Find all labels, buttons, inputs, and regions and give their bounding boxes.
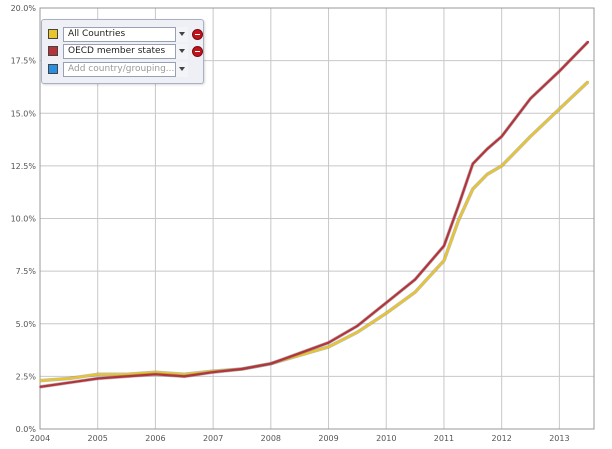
y-tick-label: 12.5% bbox=[11, 162, 37, 171]
legend-label-all-countries: All Countries bbox=[68, 29, 126, 39]
data-point bbox=[529, 97, 532, 100]
remove-icon[interactable] bbox=[192, 29, 203, 40]
data-point bbox=[298, 352, 301, 355]
legend-label-oecd: OECD member states bbox=[68, 46, 166, 56]
x-tick-label: 2004 bbox=[30, 434, 50, 443]
chevron-down-icon[interactable] bbox=[175, 27, 188, 42]
chevron-down-icon[interactable] bbox=[175, 62, 188, 77]
data-point bbox=[183, 373, 186, 376]
data-point bbox=[500, 135, 503, 138]
x-tick-label: 2006 bbox=[145, 434, 165, 443]
data-point bbox=[500, 165, 503, 167]
data-point bbox=[298, 354, 301, 357]
data-point bbox=[472, 188, 474, 190]
data-point bbox=[154, 371, 157, 373]
data-point bbox=[443, 245, 445, 247]
data-point bbox=[68, 381, 70, 384]
data-point bbox=[457, 205, 460, 207]
data-point bbox=[39, 386, 41, 388]
y-tick-label: 17.5% bbox=[11, 57, 37, 66]
x-tick-label: 2007 bbox=[203, 434, 223, 443]
x-tick-label: 2010 bbox=[376, 434, 396, 443]
y-tick-label: 0.0% bbox=[16, 425, 37, 434]
data-point bbox=[212, 371, 214, 373]
add-country-placeholder: Add country/grouping... bbox=[68, 64, 175, 74]
data-point bbox=[558, 108, 561, 110]
y-tick-label: 10.0% bbox=[11, 215, 37, 224]
data-point bbox=[125, 375, 128, 378]
data-point bbox=[558, 70, 561, 72]
legend-swatch-oecd[interactable] bbox=[48, 46, 58, 56]
y-tick-label: 2.5% bbox=[16, 372, 37, 381]
add-country-input[interactable]: Add country/grouping... bbox=[63, 62, 188, 77]
series-line-1 bbox=[39, 40, 589, 388]
data-point bbox=[241, 368, 243, 370]
x-tick-label: 2012 bbox=[491, 434, 511, 443]
legend-panel: All Countries OECD member states Add cou… bbox=[41, 19, 204, 84]
x-tick-label: 2011 bbox=[434, 434, 454, 443]
country-select-oecd[interactable]: OECD member states bbox=[63, 44, 188, 59]
data-point bbox=[356, 331, 359, 333]
x-tick-label: 2005 bbox=[88, 434, 108, 443]
x-tick-label: 2008 bbox=[261, 434, 281, 443]
x-tick-label: 2013 bbox=[549, 434, 569, 443]
data-point bbox=[327, 346, 330, 348]
data-point bbox=[96, 377, 99, 380]
y-tick-label: 15.0% bbox=[11, 109, 37, 118]
series-layer bbox=[39, 40, 590, 389]
y-tick-label: 20.0% bbox=[11, 4, 37, 13]
data-point bbox=[529, 135, 532, 138]
data-point bbox=[356, 325, 359, 327]
data-point bbox=[587, 80, 590, 83]
country-select-all-countries[interactable]: All Countries bbox=[63, 27, 188, 42]
data-point bbox=[457, 219, 460, 222]
data-point bbox=[486, 173, 489, 176]
data-point bbox=[68, 377, 70, 380]
remove-icon[interactable] bbox=[192, 46, 203, 57]
chevron-down-icon[interactable] bbox=[175, 44, 188, 59]
data-point bbox=[125, 373, 128, 376]
y-tick-label: 7.5% bbox=[16, 267, 37, 276]
axes: 0.0% 2.5% 5.0% 7.5% 10.0% 12.5% 15.0% 17.5% 20.0… bbox=[11, 4, 595, 443]
data-point bbox=[486, 148, 489, 150]
data-point bbox=[183, 375, 186, 378]
y-tick-label: 5.0% bbox=[16, 320, 37, 329]
data-point bbox=[472, 162, 474, 165]
data-point bbox=[414, 278, 416, 281]
data-point bbox=[96, 373, 99, 376]
series-line-0 bbox=[39, 80, 589, 382]
data-point bbox=[39, 379, 41, 382]
data-point bbox=[154, 373, 157, 376]
data-point bbox=[385, 301, 388, 304]
x-tick-label: 2009 bbox=[318, 434, 338, 443]
data-point bbox=[587, 40, 590, 43]
data-point bbox=[443, 259, 445, 262]
data-point bbox=[385, 312, 388, 315]
data-point bbox=[270, 362, 272, 365]
data-point bbox=[327, 341, 330, 344]
data-point bbox=[414, 291, 416, 293]
legend-swatch-all-countries[interactable] bbox=[48, 29, 58, 39]
plot-border bbox=[39, 7, 595, 430]
legend-swatch-add[interactable] bbox=[48, 64, 58, 74]
